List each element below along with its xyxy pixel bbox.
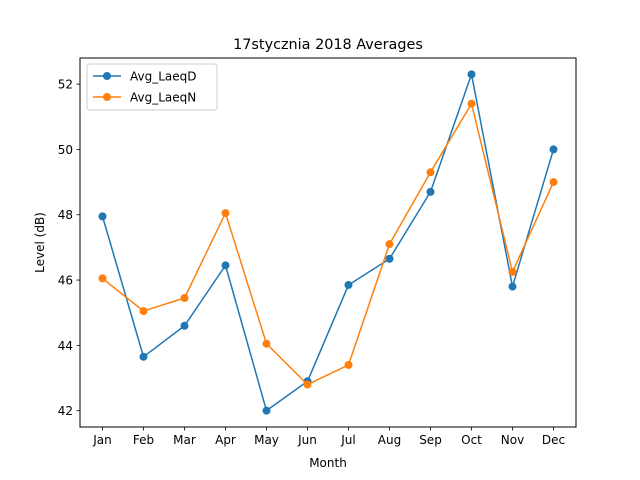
legend: Avg_LaeqD Avg_LaeqN xyxy=(86,63,218,111)
data-point-avg-laeqn xyxy=(467,99,476,108)
y-tick-label: 50 xyxy=(58,143,73,157)
x-tick-label: Sep xyxy=(419,433,442,447)
y-tick-label: 46 xyxy=(58,274,73,288)
data-point-avg-laeqd xyxy=(221,261,230,270)
data-point-avg-laeqd xyxy=(344,280,353,289)
y-tick-label: 44 xyxy=(58,339,73,353)
x-tick-label: Nov xyxy=(501,433,524,447)
y-tick-label: 52 xyxy=(58,78,73,92)
data-point-avg-laeqd xyxy=(508,282,517,291)
x-tick-label: Jan xyxy=(92,433,112,447)
x-tick-label: Feb xyxy=(133,433,154,447)
x-tick-label: Dec xyxy=(542,433,565,447)
legend-marker-avg-laeqd xyxy=(103,72,111,80)
x-tick-label: Aug xyxy=(378,433,401,447)
data-point-avg-laeqn xyxy=(180,294,189,303)
data-point-avg-laeqd xyxy=(385,254,394,263)
x-tick-label: Apr xyxy=(215,433,236,447)
y-tick-label: 42 xyxy=(58,404,73,418)
x-tick-label: Jun xyxy=(297,433,317,447)
data-point-avg-laeqn xyxy=(344,360,353,369)
data-point-avg-laeqn xyxy=(303,380,312,389)
legend-label-avg-laeqd: Avg_LaeqD xyxy=(130,70,197,84)
data-point-avg-laeqd xyxy=(549,145,558,154)
plot-frame xyxy=(79,57,577,428)
data-point-avg-laeqn xyxy=(139,307,148,316)
series-line-avg-laeqd xyxy=(101,73,555,412)
data-point-avg-laeqd xyxy=(98,212,107,221)
data-point-avg-laeqd xyxy=(426,187,435,196)
data-point-avg-laeqn xyxy=(508,267,517,276)
data-point-avg-laeqd xyxy=(139,352,148,361)
data-point-avg-laeqd xyxy=(467,70,476,79)
data-point-avg-laeqn xyxy=(262,339,271,348)
x-tick-label: Mar xyxy=(173,433,196,447)
data-point-avg-laeqn xyxy=(385,240,394,249)
x-axis-title: Month xyxy=(309,456,347,470)
chart-title: 17stycznia 2018 Averages xyxy=(233,37,423,53)
plot-area: Jan Feb Mar Apr May Jun Jul Aug Sep Oct Nov Dec 42 44… xyxy=(58,70,565,447)
y-axis-title: Level (dB) xyxy=(33,212,47,273)
data-point-avg-laeqn xyxy=(221,209,230,218)
data-point-avg-laeqn xyxy=(426,168,435,177)
data-point-avg-laeqn xyxy=(98,274,107,283)
x-tick-label: May xyxy=(254,433,279,447)
x-tick-label: Oct xyxy=(461,433,482,447)
x-tick-label: Jul xyxy=(340,433,355,447)
series-line-avg-laeqn xyxy=(102,102,555,386)
data-point-avg-laeqd xyxy=(262,406,271,415)
y-tick-label: 48 xyxy=(58,208,73,222)
data-point-avg-laeqd xyxy=(180,321,189,330)
legend-marker-avg-laeqn xyxy=(103,93,111,101)
data-point-avg-laeqn xyxy=(549,178,558,187)
legend-label-avg-laeqn: Avg_LaeqN xyxy=(130,91,196,105)
